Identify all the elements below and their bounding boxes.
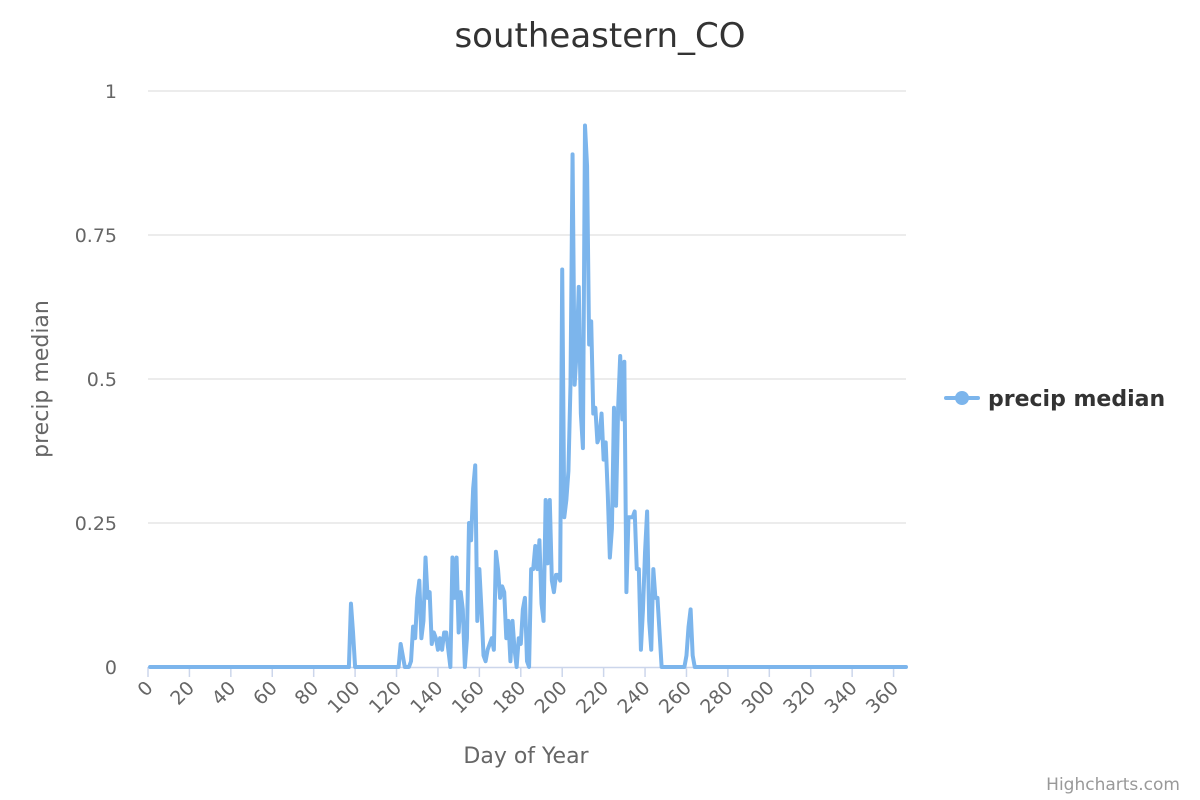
x-tick-label: 220 [572, 677, 613, 718]
y-tick-label: 1 [105, 81, 117, 103]
grid-lines [148, 90, 906, 524]
x-tick-label: 140 [406, 677, 447, 718]
y-axis-title: precip median [29, 300, 54, 458]
y-axis-ticks: 0 0.25 0.5 0.75 1 [75, 81, 117, 679]
x-tick-label: 300 [738, 677, 779, 718]
legend-item-precip-median[interactable]: precip median [944, 387, 1165, 412]
legend-label: precip median [988, 387, 1165, 412]
x-tick-label: 80 [291, 677, 324, 710]
x-tick-label: 160 [448, 677, 489, 718]
x-tick-label: 120 [365, 677, 406, 718]
x-tick-label: 180 [489, 677, 530, 718]
x-tick-label: 280 [696, 677, 737, 718]
x-tick-label: 240 [613, 677, 654, 718]
credits-link[interactable]: Highcharts.com [1046, 775, 1180, 795]
y-tick-label: 0.5 [87, 369, 117, 391]
x-axis-ticks: 0 20 40 60 80 100 120 140 160 180 200 220 240 260 280 3… [133, 666, 906, 718]
x-tick-label: 360 [862, 677, 903, 718]
series-layer [148, 123, 908, 669]
x-tick-label: 320 [779, 677, 820, 718]
x-tick-label: 20 [166, 677, 199, 710]
x-tick-label: 260 [655, 677, 696, 718]
x-tick-label: 200 [531, 677, 572, 718]
x-axis-title: Day of Year [463, 744, 589, 769]
x-tick-label: 40 [208, 677, 241, 710]
x-tick-label: 100 [323, 677, 364, 718]
y-tick-label: 0 [105, 657, 117, 679]
legend-marker-circle [955, 391, 969, 405]
chart-title: southeastern_CO [454, 16, 745, 56]
x-tick-label: 60 [249, 677, 282, 710]
x-tick-label: 340 [820, 677, 861, 718]
series-line-precip-median[interactable] [148, 123, 908, 669]
y-tick-label: 0.75 [75, 225, 117, 247]
x-tick-label: 0 [133, 677, 157, 701]
y-tick-label: 0.25 [75, 513, 117, 535]
